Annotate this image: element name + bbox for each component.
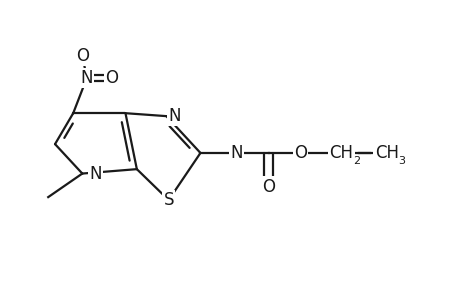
Text: O: O — [105, 69, 118, 87]
Text: 3: 3 — [397, 156, 404, 166]
Text: 2: 2 — [352, 156, 359, 166]
Text: O: O — [293, 144, 306, 162]
Text: N: N — [80, 69, 93, 87]
Text: O: O — [76, 47, 89, 65]
Text: N: N — [230, 144, 242, 162]
Text: CH: CH — [329, 144, 353, 162]
Text: CH: CH — [374, 144, 398, 162]
Text: O: O — [262, 178, 274, 196]
Text: N: N — [89, 165, 101, 183]
Text: N: N — [168, 107, 181, 125]
Text: S: S — [163, 191, 174, 209]
